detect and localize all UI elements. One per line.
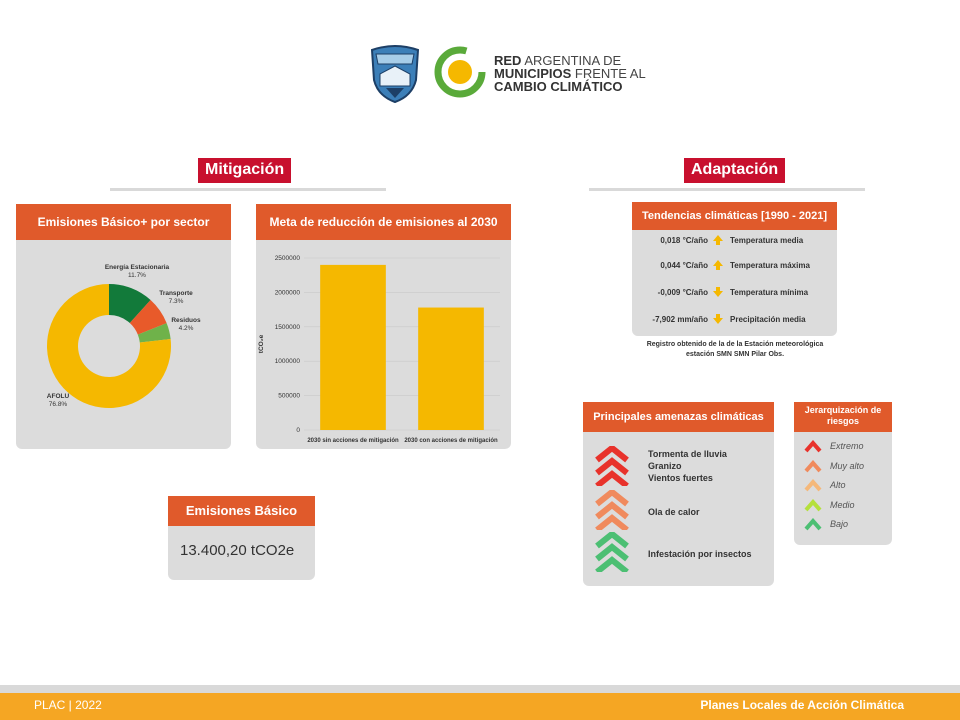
sector-emissions-card: Emisiones Básico+ por sector Energía Est… (16, 204, 231, 449)
adaptation-title: Adaptación (684, 158, 786, 183)
footer-divider (0, 685, 960, 693)
risk-level-label: Alto (830, 480, 846, 490)
basic-emissions-card: Emisiones Básico 13.400,20 tCO2e (168, 496, 315, 580)
y-tick-label: 1500000 (275, 324, 301, 331)
trend-value: -7,902 mm/año (652, 315, 708, 324)
basic-emissions-value: 13.400,20 tCO2e (180, 542, 295, 559)
trend-down-arrow-icon (713, 314, 723, 324)
donut-slice (129, 300, 167, 335)
sector-emissions-title: Emisiones Básico+ por sector (16, 204, 231, 240)
threat-level-chevron-icon (595, 532, 629, 572)
reduction-target-card: Meta de reducción de emisiones al 2030 0… (256, 204, 511, 449)
risk-level-chevron-icon (804, 518, 822, 531)
donut-slice (137, 323, 171, 343)
risk-level-chevron-icon (804, 479, 822, 492)
threats-card: Principales amenazas climáticas Tormenta… (583, 402, 774, 586)
municipality-shield-logo (368, 44, 422, 104)
threats-title: Principales amenazas climáticas (583, 402, 774, 432)
risk-level-label: Extremo (830, 441, 864, 451)
y-tick-label: 2500000 (275, 255, 301, 262)
basic-emissions-title: Emisiones Básico (168, 496, 315, 526)
donut-category-label: Transporte (159, 290, 193, 297)
trend-value: 0,018 °C/año (660, 236, 708, 245)
risk-level-label: Medio (830, 499, 855, 510)
network-ring-logo (432, 44, 488, 100)
x-category-label: 2030 con acciones de mitigación (404, 438, 498, 444)
y-tick-label: 0 (296, 427, 300, 434)
trend-label: Temperatura mínima (730, 288, 809, 297)
risk-level-chevron-icon (804, 498, 822, 511)
mitigation-divider (110, 188, 386, 191)
donut-value-label: 4.2% (179, 325, 194, 332)
trend-label: Temperatura máxima (730, 261, 810, 270)
reduction-target-title: Meta de reducción de emisiones al 2030 (256, 204, 511, 240)
threat-label: Infestación por insectos (648, 549, 752, 559)
donut-category-label: Residuos (171, 317, 201, 324)
donut-category-label: AFOLU (47, 393, 70, 400)
footer-program-label: Planes Locales de Acción Climática (700, 698, 904, 712)
bar (320, 264, 386, 430)
threat-label: Ola de calor (648, 507, 700, 517)
mitigation-title: Mitigación (198, 158, 292, 183)
adaptation-divider (589, 188, 865, 191)
network-logo-text: RED ARGENTINA DE MUNICIPIOS FRENTE AL CA… (494, 53, 646, 94)
risk-level-label: Muy alto (830, 460, 865, 471)
donut-slice (109, 284, 151, 324)
risk-hierarchy-card: Jerarquización de riesgos Extremo Muy alt… (794, 402, 892, 545)
risk-level-chevron-icon (804, 440, 822, 453)
trend-down-arrow-icon (713, 287, 723, 297)
threat-level-chevron-icon (595, 490, 629, 530)
donut-value-label: 76.8% (49, 401, 68, 408)
footer-plac-label: PLAC | 2022 (34, 698, 102, 712)
risk-hierarchy-title: Jerarquización de riesgos (794, 402, 892, 432)
footer-bar (0, 693, 960, 720)
risk-level-chevron-icon (804, 459, 822, 472)
donut-value-label: 7.3% (169, 298, 184, 305)
trends-source-note: Registro obtenido de la de la Estación m… (646, 341, 824, 358)
bar (418, 307, 484, 430)
threat-level-chevron-icon (595, 446, 629, 486)
trend-label: Temperatura media (730, 236, 804, 245)
trend-up-arrow-icon (713, 260, 723, 270)
donut-slice (46, 284, 171, 408)
reduction-bar-chart: 0 500000 1000000 1500000 2000000 2500000 tCO₂e… (258, 255, 500, 444)
y-axis-label: tCO₂e (258, 334, 265, 353)
donut-category-label: Energía Estacionaria (105, 264, 170, 271)
threat-label: Tormenta de lluvia Granizo Vientos fuertes (648, 449, 727, 483)
risk-level-label: Bajo (830, 519, 849, 529)
trend-value: -0,009 °C/año (657, 288, 708, 297)
donut-value-label: 11.7% (128, 272, 146, 279)
y-tick-label: 500000 (278, 393, 300, 400)
trend-value: 0,044 °C/año (660, 261, 708, 270)
climate-trends-card: Tendencias climáticas [1990 - 2021] 0,01… (632, 202, 837, 336)
trend-up-arrow-icon (713, 235, 723, 245)
y-tick-label: 1000000 (275, 358, 301, 365)
climate-trends-title: Tendencias climáticas [1990 - 2021] (632, 202, 837, 230)
trend-label: Precipitación media (730, 315, 806, 324)
y-tick-label: 2000000 (275, 289, 301, 296)
x-category-label: 2030 sin acciones de mitigación (307, 438, 399, 444)
